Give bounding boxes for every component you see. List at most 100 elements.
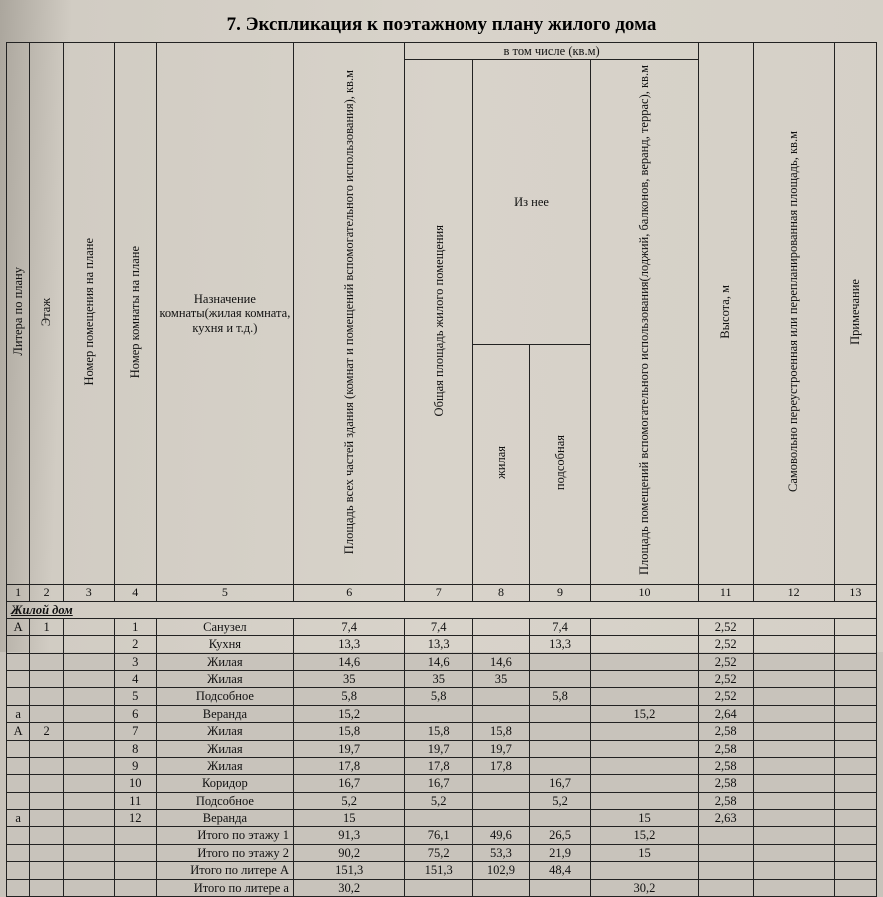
cell-c12 — [753, 740, 834, 757]
cell-c11: 2,58 — [698, 740, 753, 757]
table-row: 11Подсобное5,25,25,22,58 — [7, 792, 877, 809]
table-row: 4Жилая3535352,52 — [7, 671, 877, 688]
cell-c13 — [834, 671, 876, 688]
cell-c10: 15,2 — [591, 705, 699, 722]
cell-c2 — [30, 688, 64, 705]
cell-c6: 90,2 — [293, 844, 404, 861]
cell-c12 — [753, 775, 834, 792]
cell-c11: 2,58 — [698, 792, 753, 809]
cell-c8: 49,6 — [472, 827, 529, 844]
cell-c12 — [753, 636, 834, 653]
cell-c8 — [472, 792, 529, 809]
cell-c8 — [472, 879, 529, 896]
table-body: Жилой дом А11Санузел7,47,47,42,522Кухня1… — [7, 601, 877, 896]
cell-c12 — [753, 618, 834, 635]
cell-c3 — [63, 653, 114, 670]
cell-c1: а — [7, 705, 30, 722]
cell-c11: 2,63 — [698, 810, 753, 827]
cell-c9: 7,4 — [529, 618, 590, 635]
cell-c9 — [529, 653, 590, 670]
cell-c5: Жилая — [156, 740, 293, 757]
cell-c5: Веранда — [156, 810, 293, 827]
cell-c3 — [63, 775, 114, 792]
header-c1: Литера по плану — [11, 263, 25, 360]
column-number-row: 1 2 3 4 5 6 7 8 9 10 11 12 13 — [7, 584, 877, 601]
document-page: { "title": "7. Экспликация к поэтажному … — [0, 0, 883, 652]
cell-c5: Санузел — [156, 618, 293, 635]
cell-c11: 2,58 — [698, 723, 753, 740]
cell-c7: 17,8 — [405, 757, 473, 774]
cell-c9 — [529, 757, 590, 774]
cell-c10 — [591, 671, 699, 688]
cell-c13 — [834, 775, 876, 792]
table-row: Итого по литере а30,230,2 — [7, 879, 877, 896]
cell-c8: 19,7 — [472, 740, 529, 757]
cell-c6: 17,8 — [293, 757, 404, 774]
cell-c2 — [30, 757, 64, 774]
cell-c4: 5 — [114, 688, 156, 705]
cell-c10 — [591, 775, 699, 792]
cell-c10: 30,2 — [591, 879, 699, 896]
cell-c3 — [63, 723, 114, 740]
cell-c8 — [472, 775, 529, 792]
header-c13: Примечание — [848, 275, 862, 349]
cell-c8: 35 — [472, 671, 529, 688]
cell-c11: 2,58 — [698, 775, 753, 792]
cell-c1 — [7, 792, 30, 809]
cell-c2 — [30, 740, 64, 757]
cell-c13 — [834, 740, 876, 757]
cell-c1 — [7, 844, 30, 861]
cell-c9 — [529, 879, 590, 896]
cell-c6: 15,2 — [293, 705, 404, 722]
cell-c8: 53,3 — [472, 844, 529, 861]
cell-c8: 17,8 — [472, 757, 529, 774]
cell-c7: 35 — [405, 671, 473, 688]
cell-c5: Жилая — [156, 653, 293, 670]
cell-c10: 15 — [591, 844, 699, 861]
cell-c5: Итого по литере а — [156, 879, 293, 896]
cell-c5: Итого по этажу 2 — [156, 844, 293, 861]
cell-c7 — [405, 879, 473, 896]
cell-c7: 13,3 — [405, 636, 473, 653]
cell-c13 — [834, 757, 876, 774]
cell-c9: 48,4 — [529, 862, 590, 879]
cell-c10: 15 — [591, 810, 699, 827]
cell-c6: 35 — [293, 671, 404, 688]
header-group-incl: в том числе (кв.м) — [405, 43, 698, 60]
table-row: Итого по этажу 290,275,253,321,915 — [7, 844, 877, 861]
cell-c4 — [114, 844, 156, 861]
cell-c13 — [834, 879, 876, 896]
cell-c7: 15,8 — [405, 723, 473, 740]
cell-c3 — [63, 879, 114, 896]
cell-c5: Жилая — [156, 723, 293, 740]
cell-c7: 76,1 — [405, 827, 473, 844]
cell-c13 — [834, 810, 876, 827]
cell-c11: 2,52 — [698, 688, 753, 705]
cell-c3 — [63, 810, 114, 827]
cell-c5: Кухня — [156, 636, 293, 653]
cell-c8: 102,9 — [472, 862, 529, 879]
cell-c6: 5,2 — [293, 792, 404, 809]
cell-c2 — [30, 810, 64, 827]
cell-c10 — [591, 862, 699, 879]
table-row: А27Жилая15,815,815,82,58 — [7, 723, 877, 740]
cell-c8: 15,8 — [472, 723, 529, 740]
cell-c9 — [529, 671, 590, 688]
cell-c2 — [30, 862, 64, 879]
cell-c12 — [753, 810, 834, 827]
cell-c13 — [834, 618, 876, 635]
cell-c10 — [591, 636, 699, 653]
cell-c7 — [405, 705, 473, 722]
cell-c6: 5,8 — [293, 688, 404, 705]
cell-c3 — [63, 862, 114, 879]
cell-c1 — [7, 827, 30, 844]
header-group-from: Из нее — [472, 60, 590, 344]
table-row: 2Кухня13,313,313,32,52 — [7, 636, 877, 653]
cell-c7: 5,8 — [405, 688, 473, 705]
cell-c6: 15,8 — [293, 723, 404, 740]
cell-c9 — [529, 705, 590, 722]
cell-c9: 5,2 — [529, 792, 590, 809]
cell-c12 — [753, 671, 834, 688]
cell-c1: А — [7, 723, 30, 740]
cell-c12 — [753, 705, 834, 722]
